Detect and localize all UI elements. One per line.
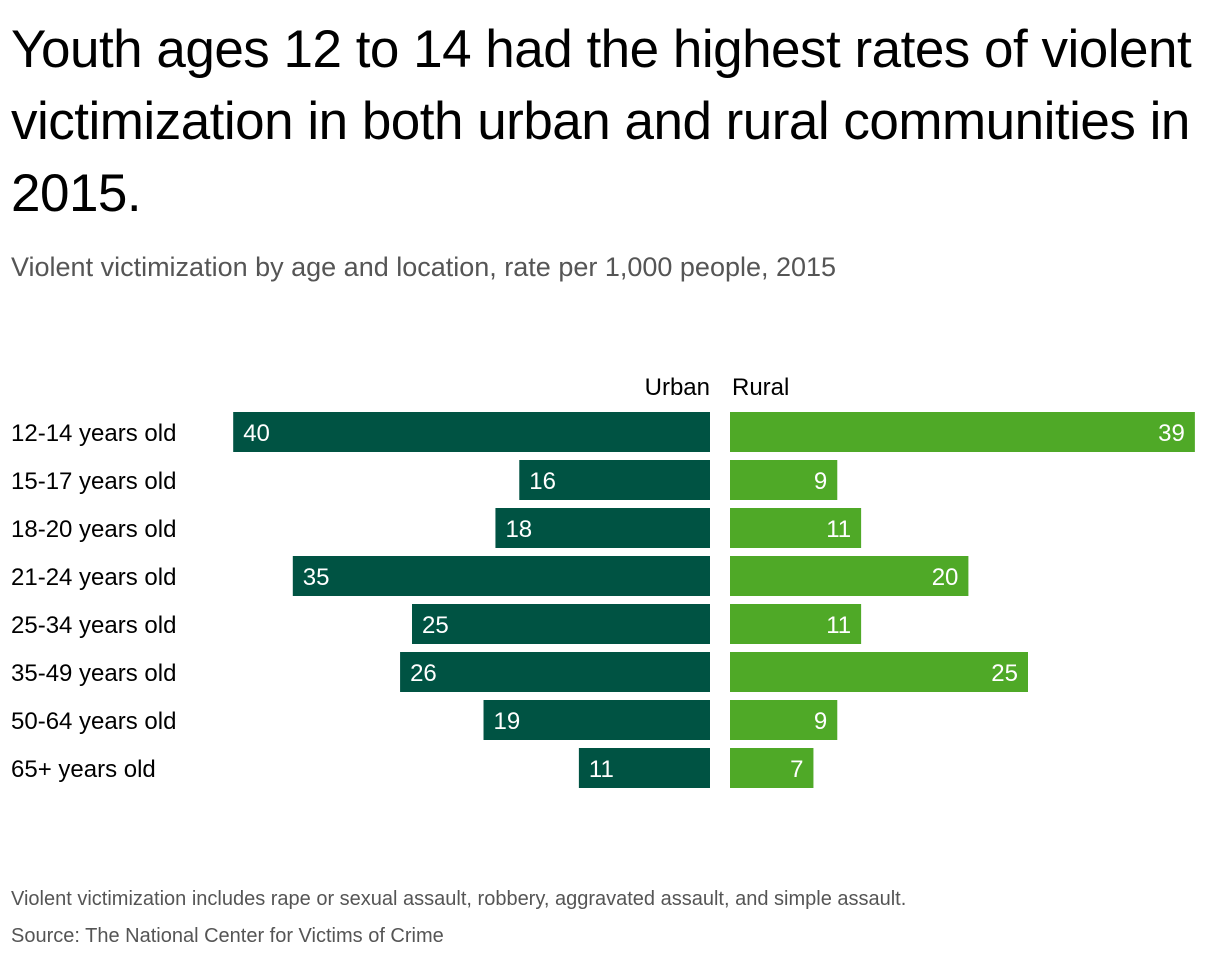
category-label: 21-24 years old — [11, 564, 176, 591]
category-label: 35-49 years old — [11, 660, 176, 687]
legend-rural: Rural — [732, 374, 789, 401]
urban-value-label: 35 — [303, 564, 330, 591]
chart-note: Violent victimization includes rape or s… — [11, 888, 907, 910]
rural-bar — [730, 508, 862, 548]
chart-title: Youth ages 12 to 14 had the highest rate… — [11, 20, 1192, 223]
category-label: 25-34 years old — [11, 612, 176, 639]
category-label: 18-20 years old — [11, 516, 176, 543]
chart: Urban Rural 12-14 years old 40 39 15-17 years… — [11, 374, 1195, 788]
rural-bar — [730, 412, 1195, 452]
rural-bar — [730, 604, 862, 644]
rural-value-label: 25 — [991, 660, 1018, 687]
category-label: 65+ years old — [11, 756, 156, 783]
category-label: 12-14 years old — [11, 420, 176, 447]
urban-value-label: 26 — [410, 660, 437, 687]
urban-bar — [483, 700, 710, 740]
rural-bar — [730, 652, 1028, 692]
rural-bar — [730, 556, 969, 596]
urban-bar — [519, 460, 710, 500]
urban-bar — [412, 604, 710, 644]
rural-bar — [730, 460, 838, 500]
urban-bar — [400, 652, 710, 692]
category-label: 15-17 years old — [11, 468, 176, 495]
rural-value-label: 11 — [826, 612, 851, 639]
category-label: 50-64 years old — [11, 708, 176, 735]
legend-urban: Urban — [645, 374, 710, 401]
urban-value-label: 19 — [494, 708, 521, 735]
urban-bar — [233, 412, 710, 452]
urban-value-label: 11 — [589, 756, 614, 783]
urban-value-label: 16 — [529, 468, 556, 495]
chart-subtitle: Violent victimization by age and locatio… — [11, 252, 837, 282]
rural-value-label: 9 — [814, 708, 827, 735]
rural-value-label: 39 — [1158, 420, 1185, 447]
rural-bar — [730, 748, 814, 788]
urban-bar — [292, 556, 710, 596]
rural-value-label: 9 — [814, 468, 827, 495]
rural-value-label: 7 — [790, 756, 803, 783]
rural-bar — [730, 700, 838, 740]
chart-source: Source: The National Center for Victims … — [11, 925, 444, 947]
urban-value-label: 40 — [243, 420, 270, 447]
urban-value-label: 25 — [422, 612, 449, 639]
rural-value-label: 20 — [932, 564, 959, 591]
urban-bar — [578, 748, 710, 788]
rural-value-label: 11 — [826, 516, 851, 543]
urban-value-label: 18 — [505, 516, 532, 543]
urban-bar — [495, 508, 710, 548]
